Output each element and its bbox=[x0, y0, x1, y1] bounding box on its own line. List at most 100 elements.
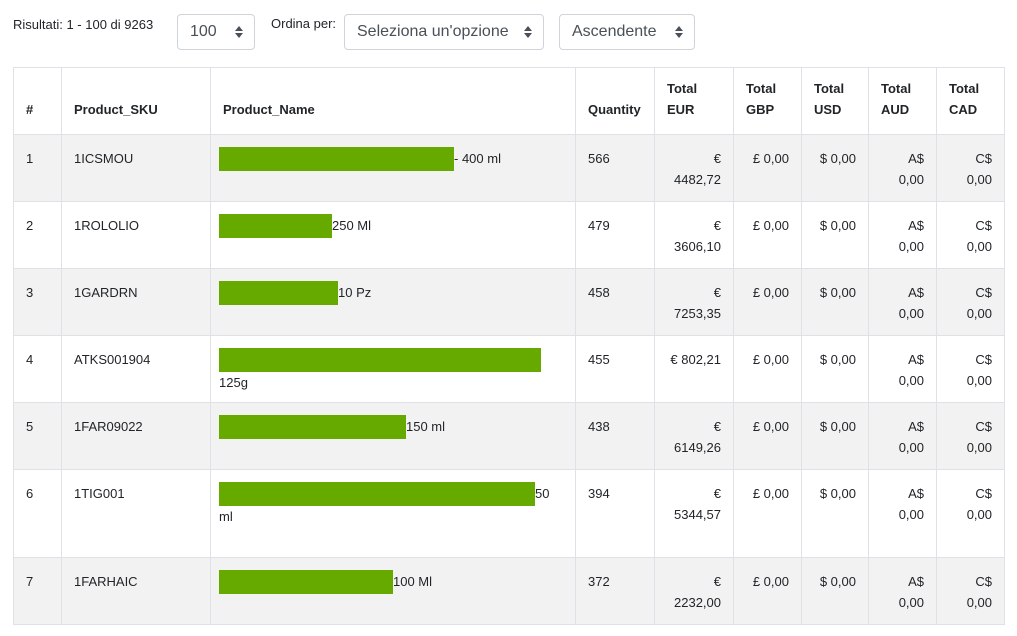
product-name-text: - 400 ml bbox=[454, 151, 501, 166]
total-cad-value: C$ 0,00 bbox=[966, 574, 992, 610]
total-eur-value: € 2232,00 bbox=[674, 574, 721, 610]
row-index-value: 3 bbox=[26, 285, 34, 300]
column-header-total-gbp[interactable]: Total GBP bbox=[733, 67, 802, 135]
product-sku-value: ATKS001904 bbox=[74, 352, 151, 367]
product-sku-cell: ATKS001904 bbox=[61, 335, 211, 403]
row-index-cell: 6 bbox=[13, 469, 62, 558]
product-sku-value: 1TIG001 bbox=[74, 486, 125, 501]
product-name-cell: 250 Ml bbox=[210, 201, 576, 269]
row-index-value: 5 bbox=[26, 419, 34, 434]
total-cad-value: C$ 0,00 bbox=[966, 285, 992, 321]
product-sku-cell: 1FAR09022 bbox=[61, 402, 211, 470]
total-aud-value: A$ 0,00 bbox=[898, 352, 924, 388]
total-usd-value: $ 0,00 bbox=[819, 151, 856, 166]
chevron-up-down-icon bbox=[524, 26, 532, 38]
quantity-value: 479 bbox=[588, 218, 610, 233]
total-aud-value: A$ 0,00 bbox=[898, 486, 924, 522]
total-gbp-cell: £ 0,00 bbox=[733, 335, 802, 403]
total-eur-cell: € 2232,00 bbox=[654, 557, 734, 625]
total-eur-cell: € 3606,10 bbox=[654, 201, 734, 269]
product-sku-value: 1GARDRN bbox=[74, 285, 138, 300]
total-aud-cell: A$ 0,00 bbox=[868, 134, 937, 202]
product-name-text: 50 ml bbox=[219, 486, 550, 524]
total-gbp-value: £ 0,00 bbox=[752, 419, 789, 434]
table-row: 6 1TIG001 50 ml 394 € 5344,57 £ 0,00 $ 0,00 A$ … bbox=[13, 469, 1005, 558]
row-index-value: 1 bbox=[26, 151, 34, 166]
total-eur-cell: € 7253,35 bbox=[654, 268, 734, 336]
total-eur-cell: € 4482,72 bbox=[654, 134, 734, 202]
total-gbp-cell: £ 0,00 bbox=[733, 469, 802, 558]
quantity-value: 458 bbox=[588, 285, 610, 300]
quantity-cell: 479 bbox=[575, 201, 655, 269]
sort-by-select[interactable]: Seleziona un'opzione bbox=[344, 14, 544, 50]
total-usd-cell: $ 0,00 bbox=[801, 134, 869, 202]
per-page-select[interactable]: 100 bbox=[177, 14, 255, 50]
quantity-cell: 458 bbox=[575, 268, 655, 336]
quantity-value: 455 bbox=[588, 352, 610, 367]
column-header-index[interactable]: # bbox=[13, 67, 62, 135]
total-cad-value: C$ 0,00 bbox=[966, 419, 992, 455]
per-page-value: 100 bbox=[190, 23, 217, 40]
total-gbp-value: £ 0,00 bbox=[752, 218, 789, 233]
total-usd-value: $ 0,00 bbox=[819, 419, 856, 434]
chevron-up-down-icon bbox=[675, 26, 683, 38]
redaction-bar bbox=[219, 213, 332, 238]
total-eur-value: € 802,21 bbox=[670, 352, 721, 367]
total-cad-cell: C$ 0,00 bbox=[936, 469, 1005, 558]
product-name-text: 10 Pz bbox=[338, 285, 372, 300]
redaction-bar bbox=[219, 481, 535, 506]
product-name-cell: 50 ml bbox=[210, 469, 576, 558]
product-sku-value: 1ICSMOU bbox=[74, 151, 134, 166]
column-header-sku[interactable]: Product_SKU bbox=[61, 67, 211, 135]
quantity-value: 438 bbox=[588, 419, 610, 434]
column-header-total-usd[interactable]: Total USD bbox=[801, 67, 869, 135]
sort-by-value: Seleziona un'opzione bbox=[357, 23, 509, 40]
total-gbp-value: £ 0,00 bbox=[752, 574, 789, 589]
sort-order-select[interactable]: Ascendente bbox=[559, 14, 695, 50]
total-usd-value: $ 0,00 bbox=[819, 574, 856, 589]
total-eur-value: € 7253,35 bbox=[674, 285, 721, 321]
total-cad-value: C$ 0,00 bbox=[966, 486, 992, 522]
product-sku-cell: 1ICSMOU bbox=[61, 134, 211, 202]
product-name-cell: 125g bbox=[210, 335, 576, 403]
chevron-up-down-icon bbox=[235, 26, 243, 38]
total-gbp-value: £ 0,00 bbox=[752, 151, 789, 166]
total-aud-value: A$ 0,00 bbox=[898, 574, 924, 610]
product-sku-value: 1ROLOLIO bbox=[74, 218, 140, 233]
table-row: 1 1ICSMOU - 400 ml 566 € 4482,72 £ 0,00 $ 0,00… bbox=[13, 134, 1005, 202]
total-eur-value: € 4482,72 bbox=[674, 151, 721, 187]
total-eur-value: € 6149,26 bbox=[674, 419, 721, 455]
table-row: 3 1GARDRN 10 Pz 458 € 7253,35 £ 0,00 $ 0,00 A$ … bbox=[13, 268, 1005, 336]
table-row: 5 1FAR09022 150 ml 438 € 6149,26 £ 0,00 $ 0,00… bbox=[13, 402, 1005, 470]
total-aud-cell: A$ 0,00 bbox=[868, 268, 937, 336]
sort-order-value: Ascendente bbox=[572, 23, 657, 40]
redaction-bar bbox=[219, 347, 541, 372]
product-sku-value: 1FAR09022 bbox=[74, 419, 143, 434]
row-index-cell: 4 bbox=[13, 335, 62, 403]
product-name-cell: 150 ml bbox=[210, 402, 576, 470]
product-sku-value: 1FARHAIC bbox=[74, 574, 138, 589]
quantity-value: 394 bbox=[588, 486, 610, 501]
total-cad-cell: C$ 0,00 bbox=[936, 335, 1005, 403]
quantity-cell: 455 bbox=[575, 335, 655, 403]
product-sku-cell: 1FARHAIC bbox=[61, 557, 211, 625]
total-aud-cell: A$ 0,00 bbox=[868, 335, 937, 403]
redaction-bar bbox=[219, 280, 338, 305]
column-header-name[interactable]: Product_Name bbox=[210, 67, 576, 135]
row-index-value: 2 bbox=[26, 218, 34, 233]
total-gbp-cell: £ 0,00 bbox=[733, 134, 802, 202]
column-header-total-eur[interactable]: Total EUR bbox=[654, 67, 734, 135]
total-eur-value: € 3606,10 bbox=[674, 218, 721, 254]
column-header-quantity[interactable]: Quantity bbox=[575, 67, 655, 135]
redaction-bar bbox=[219, 569, 393, 594]
column-header-total-cad[interactable]: Total CAD bbox=[936, 67, 1005, 135]
quantity-cell: 438 bbox=[575, 402, 655, 470]
column-header-total-aud[interactable]: Total AUD bbox=[868, 67, 937, 135]
row-index-value: 4 bbox=[26, 352, 34, 367]
total-aud-value: A$ 0,00 bbox=[898, 218, 924, 254]
total-usd-cell: $ 0,00 bbox=[801, 268, 869, 336]
total-aud-value: A$ 0,00 bbox=[898, 285, 924, 321]
total-eur-cell: € 802,21 bbox=[654, 335, 734, 403]
row-index-cell: 3 bbox=[13, 268, 62, 336]
total-aud-cell: A$ 0,00 bbox=[868, 469, 937, 558]
